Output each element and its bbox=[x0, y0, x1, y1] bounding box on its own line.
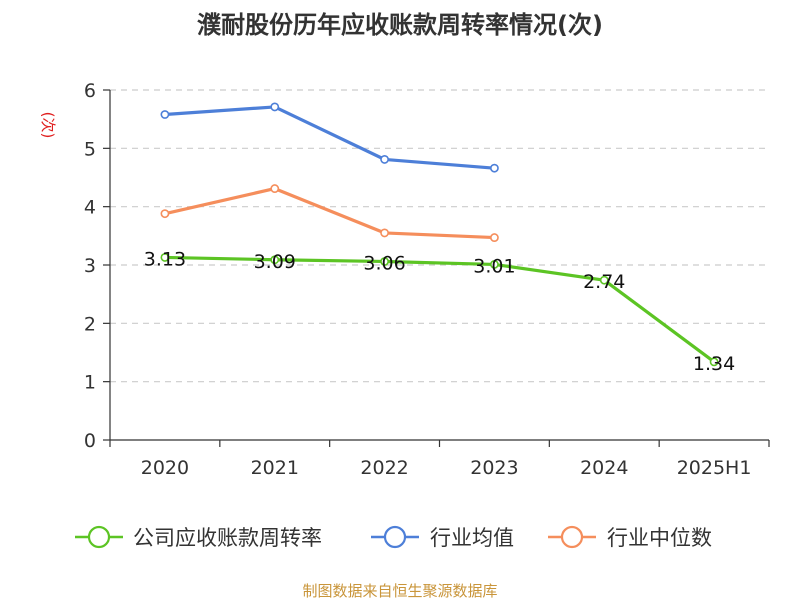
y-axis-label: (次) bbox=[39, 112, 57, 139]
data-point bbox=[490, 163, 499, 173]
legend-marker bbox=[560, 525, 584, 549]
data-label: 3.13 bbox=[144, 248, 186, 270]
data-point bbox=[270, 255, 280, 265]
data-point bbox=[160, 110, 170, 119]
x-tick-label: 2024 bbox=[580, 457, 628, 479]
data-point bbox=[709, 357, 719, 367]
legend-label: 行业均值 bbox=[430, 526, 514, 550]
source-note: 制图数据来自恒生聚源数据库 bbox=[302, 582, 497, 600]
data-point bbox=[380, 228, 389, 238]
data-point bbox=[160, 209, 170, 219]
legend-marker bbox=[87, 525, 111, 549]
series-line bbox=[164, 105, 495, 170]
y-tick-label: 0 bbox=[84, 430, 96, 452]
data-point bbox=[270, 102, 280, 112]
data-label: 3.09 bbox=[254, 251, 296, 273]
data-label: 1.34 bbox=[693, 353, 735, 375]
x-tick-label: 2022 bbox=[360, 457, 408, 479]
legend-label: 行业中位数 bbox=[607, 526, 712, 550]
legend-label: 公司应收账款周转率 bbox=[133, 526, 322, 550]
axes: 0 1 2 3 4 5 6 2020 2021 2022 2023 2024 2025H1 bbox=[84, 80, 770, 479]
x-tick-label: 2021 bbox=[251, 457, 299, 479]
data-point bbox=[599, 275, 609, 285]
series-line bbox=[164, 186, 495, 240]
data-point bbox=[380, 155, 389, 164]
y-tick-label: 4 bbox=[84, 197, 96, 219]
data-point bbox=[160, 253, 170, 262]
legend-marker bbox=[383, 525, 407, 549]
x-tick-label: 2020 bbox=[141, 457, 189, 479]
x-tick-label: 2023 bbox=[470, 457, 518, 479]
y-tick-label: 1 bbox=[84, 372, 96, 394]
legend: 公司应收账款周转率 行业均值 行业中位数 bbox=[75, 525, 712, 550]
data-label: 3.06 bbox=[363, 253, 405, 275]
data-label: 3.01 bbox=[473, 255, 515, 277]
data-point bbox=[380, 257, 389, 266]
data-point bbox=[270, 184, 280, 193]
x-tick-label: 2025H1 bbox=[677, 457, 752, 479]
data-point bbox=[490, 260, 499, 269]
y-tick-label: 3 bbox=[84, 255, 96, 277]
data-point bbox=[490, 233, 499, 242]
series-line bbox=[164, 255, 716, 364]
chart-title: 濮耐股份历年应收账款周转率情况(次) bbox=[197, 11, 603, 39]
y-tick-label: 2 bbox=[84, 313, 96, 335]
y-tick-label: 6 bbox=[84, 80, 96, 102]
plot-area: 3.13 3.09 3.06 3.01 2.74 1.34 bbox=[144, 102, 735, 375]
data-label: 2.74 bbox=[583, 271, 625, 293]
y-tick-label: 5 bbox=[84, 138, 96, 160]
